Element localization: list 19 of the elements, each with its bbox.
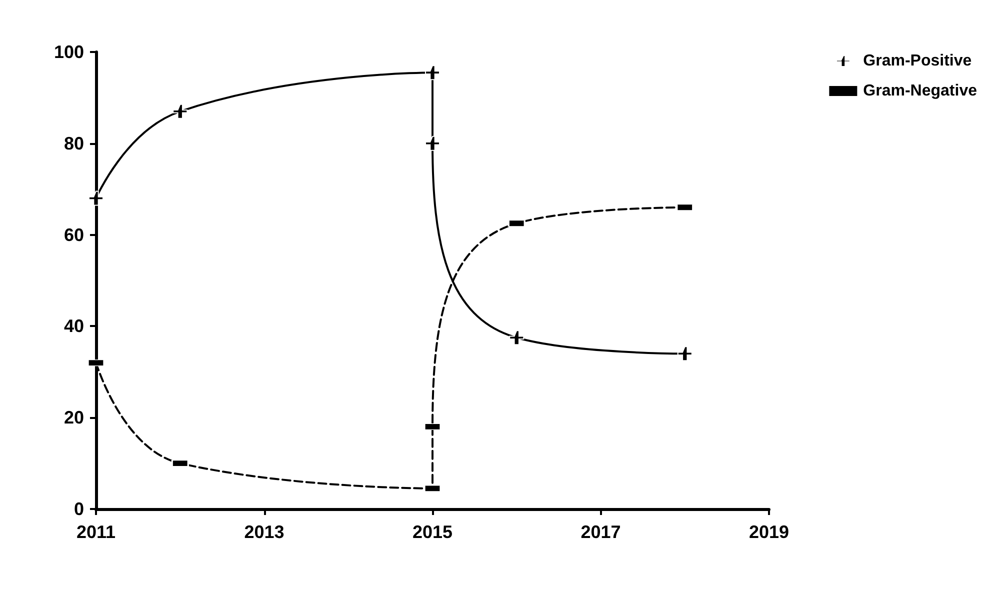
point [425, 65, 440, 80]
legend-label: Gram-Positive [863, 52, 972, 70]
point [677, 346, 692, 362]
x-tick-label: 2015 [412, 522, 453, 542]
x-tick-label: 2019 [748, 522, 790, 542]
y-tick-label: 20 [64, 408, 84, 428]
y-tick-label: 60 [64, 224, 84, 245]
point [425, 136, 440, 151]
x-tick-label: 2017 [580, 522, 621, 542]
point [509, 330, 524, 346]
x-tick-label: 2011 [76, 522, 116, 542]
legend-label: Gram-Negative [863, 82, 978, 100]
point [88, 190, 104, 206]
x-tick-label: 2013 [244, 522, 284, 542]
y-tick-label: 0 [74, 499, 84, 519]
y-tick-label: 40 [64, 316, 84, 336]
point [172, 104, 188, 119]
y-tick-label: 100 [54, 42, 84, 62]
y-tick-label: 80 [64, 133, 84, 154]
